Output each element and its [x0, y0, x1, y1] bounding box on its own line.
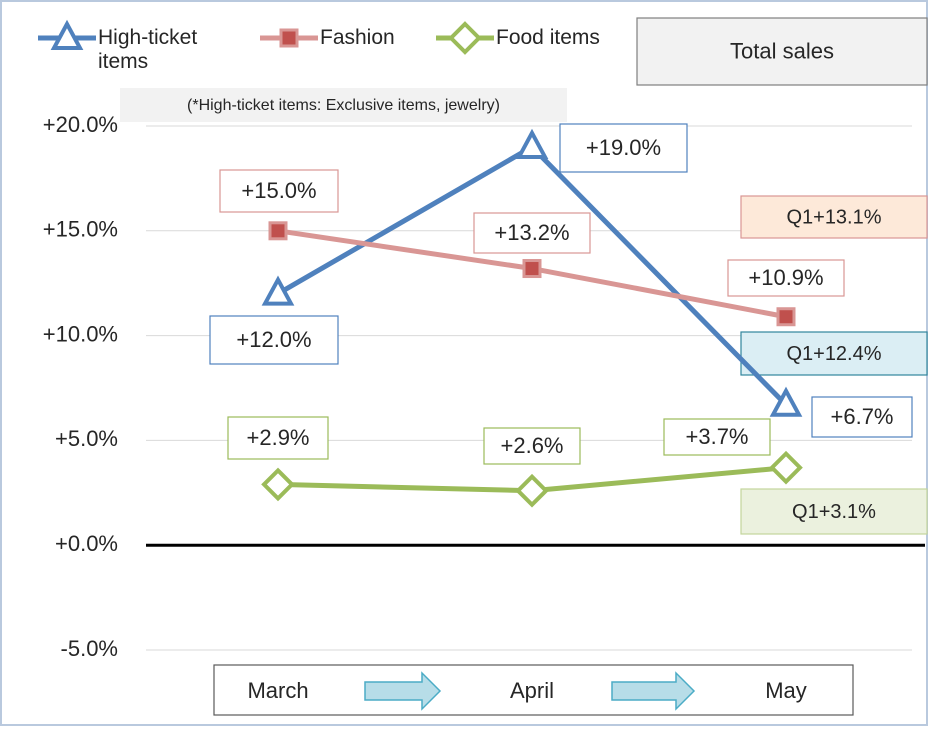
q1-high: Q1+12.4%: [786, 343, 881, 365]
data-label-box: [727, 259, 845, 297]
legend-label: Fashion: [320, 26, 395, 49]
legend-item: Fashion: [320, 26, 395, 49]
q1-food: Q1+3.1%: [792, 501, 876, 523]
y-tick-label: +10.0%: [43, 321, 118, 346]
marker: [776, 307, 796, 327]
data-label: +3.7%: [686, 424, 749, 449]
total-sales: Total sales: [730, 38, 834, 63]
marker: [268, 221, 288, 241]
data-label: +10.9%: [748, 265, 823, 290]
data-label-box: [209, 315, 339, 365]
total-sales-box: [636, 17, 928, 86]
x-tick-label: April: [510, 678, 554, 703]
data-label: +6.7%: [831, 404, 894, 429]
q1-food-box: [740, 488, 928, 535]
data-label-box: [663, 418, 771, 456]
marker: [515, 128, 549, 159]
data-label: +2.6%: [501, 433, 564, 458]
data-label-box: [227, 416, 329, 460]
y-tick-label: -5.0%: [61, 636, 118, 661]
legend-marker: [448, 21, 482, 55]
data-label: +15.0%: [241, 178, 316, 203]
arrow: [611, 671, 696, 711]
y-tick-label: +15.0%: [43, 217, 118, 242]
data-label-box: [811, 396, 913, 438]
x-tick-label: March: [247, 678, 308, 703]
q1-fashion: Q1+13.1%: [786, 206, 881, 228]
marker: [769, 450, 803, 485]
legend-label: Food items: [496, 26, 600, 49]
legend-item: High-ticket items: [98, 26, 198, 73]
marker: [261, 275, 295, 306]
data-label-box: [559, 123, 688, 173]
note-box: [120, 88, 567, 122]
category-box: [213, 664, 854, 716]
data-label-box: [473, 212, 591, 254]
legend-marker: [50, 19, 84, 50]
data-label: +12.0%: [236, 327, 311, 352]
marker: [769, 386, 803, 417]
q1-high-box: [740, 331, 928, 376]
legend-label: High-ticket items: [98, 26, 198, 73]
data-label: +19.0%: [586, 135, 661, 160]
note: (*High-ticket items: Exclusive items, je…: [187, 97, 500, 114]
x-tick-label: May: [765, 678, 807, 703]
data-label: +2.9%: [247, 425, 310, 450]
y-tick-label: +20.0%: [43, 112, 118, 137]
data-label: +13.2%: [494, 220, 569, 245]
data-label-box: [483, 427, 581, 465]
legend-marker: [279, 28, 299, 48]
marker: [522, 259, 542, 279]
q1-fashion-box: [740, 195, 928, 239]
y-tick-label: +0.0%: [55, 531, 118, 556]
y-tick-label: +5.0%: [55, 426, 118, 451]
data-label-box: [219, 169, 339, 213]
marker: [261, 467, 295, 502]
legend-item: Food items: [496, 26, 600, 49]
marker: [515, 473, 549, 508]
arrow: [364, 671, 442, 711]
